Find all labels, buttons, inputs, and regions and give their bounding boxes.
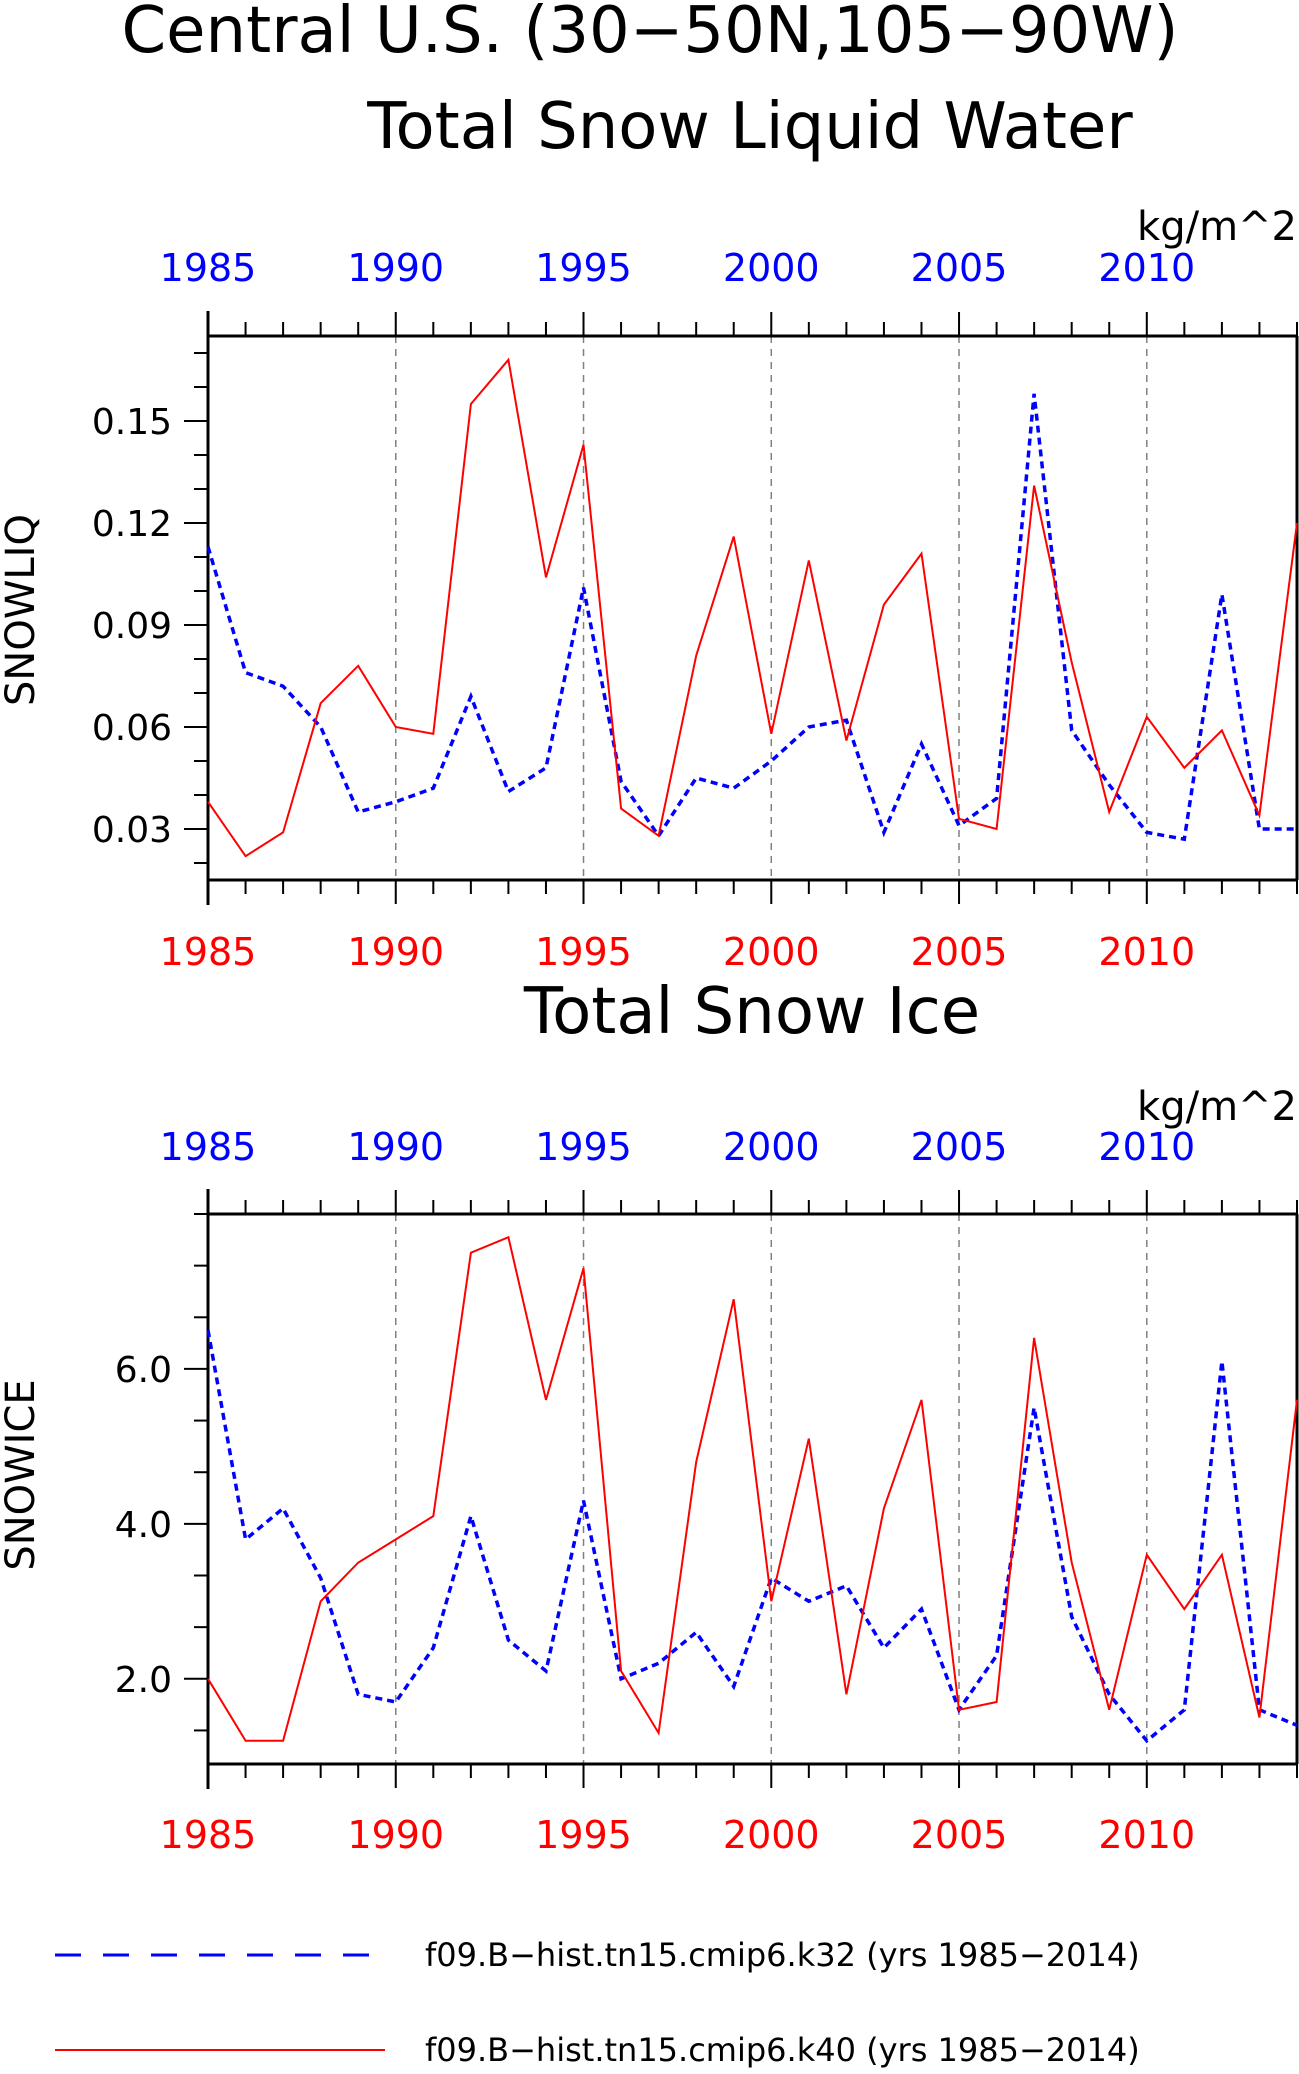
snowliq-bottom-year-label-2005: 2005	[911, 930, 1008, 974]
snowice-top-year-label-2010: 2010	[1098, 1125, 1195, 1169]
snowice-bottom-year-label-2010: 2010	[1098, 1813, 1195, 1857]
snowliq-top-year-label-2005: 2005	[911, 246, 1008, 290]
snowliq-top-year-label-2000: 2000	[723, 246, 820, 290]
snowice-bottom-year-label-1990: 1990	[347, 1813, 444, 1857]
legend-k40-label: f09.B−hist.tn15.cmip6.k40 (yrs 1985−2014…	[425, 2031, 1140, 2069]
snowice-y-tick-label-2.0: 2.0	[115, 1660, 172, 1701]
figure-title-line2: Total Snow Liquid Water	[366, 90, 1133, 164]
snowice-bottom-year-label-1995: 1995	[535, 1813, 632, 1857]
snowice-bottom-year-label-2005: 2005	[911, 1813, 1008, 1857]
snowice-top-year-label-2000: 2000	[723, 1125, 820, 1169]
snowliq-y-tick-label-0.06: 0.06	[92, 708, 172, 749]
snowice-y-tick-label-6.0: 6.0	[115, 1350, 172, 1391]
snowliq-panel: kg/m^2 SNOWLIQ 0.03 0.06 0.09 0.12 0.15 1985 1…	[0, 204, 1299, 974]
snowice-panel: kg/m^2 SNOWICE 2.0 4.0 6.0 1985 1985 1990 1990…	[0, 1084, 1299, 1857]
snowliq-top-year-label-1990: 1990	[347, 246, 444, 290]
snowice-y-tick-label-4.0: 4.0	[115, 1505, 172, 1546]
snowliq-series-k32-line	[206, 393, 1297, 842]
snowliq-bottom-year-label-2010: 2010	[1098, 930, 1195, 974]
snowice-units-label: kg/m^2	[1137, 1084, 1297, 1130]
snowice-series-k40-line	[207, 1235, 1298, 1742]
snowliq-units-label: kg/m^2	[1137, 204, 1297, 250]
snowliq-top-year-label-1995: 1995	[535, 246, 632, 290]
legend-k32-label: f09.B−hist.tn15.cmip6.k32 (yrs 1985−2014…	[425, 1936, 1140, 1974]
snowice-y-axis-label: SNOWICE	[0, 1379, 44, 1570]
snowliq-top-year-label-2010: 2010	[1098, 246, 1195, 290]
snowice-top-year-label-2005: 2005	[911, 1125, 1008, 1169]
snowice-bottom-year-label-1985: 1985	[160, 1813, 257, 1857]
snowliq-y-tick-label-0.15: 0.15	[92, 402, 172, 443]
snowliq-bottom-year-label-1995: 1995	[535, 930, 632, 974]
snowliq-y-tick-label-0.09: 0.09	[92, 606, 172, 647]
snowice-bottom-year-label-2000: 2000	[723, 1813, 820, 1857]
snowice-panel-title: Total Snow Ice	[523, 975, 980, 1049]
figure-title-line1: Central U.S. (30−50N,105−90W)	[121, 0, 1178, 68]
snowice-top-year-label-1985: 1985	[160, 1125, 257, 1169]
snowliq-y-tick-label-0.12: 0.12	[92, 504, 172, 545]
snowliq-bottom-year-label-2000: 2000	[723, 930, 820, 974]
snowliq-series-k40-line	[207, 357, 1298, 858]
snowliq-y-axis-label: SNOWLIQ	[0, 514, 44, 706]
snowliq-top-year-label-1985: 1985	[160, 246, 257, 290]
snowice-top-year-label-1995: 1995	[535, 1125, 632, 1169]
snowliq-y-tick-label-0.03: 0.03	[92, 810, 172, 851]
snowliq-bottom-year-label-1985: 1985	[160, 930, 257, 974]
snowice-top-year-label-1990: 1990	[347, 1125, 444, 1169]
snowice-series-k32-line	[206, 1329, 1298, 1744]
snowliq-bottom-year-label-1990: 1990	[347, 930, 444, 974]
legend: f09.B−hist.tn15.cmip6.k32 (yrs 1985−2014…	[55, 1936, 1140, 2069]
